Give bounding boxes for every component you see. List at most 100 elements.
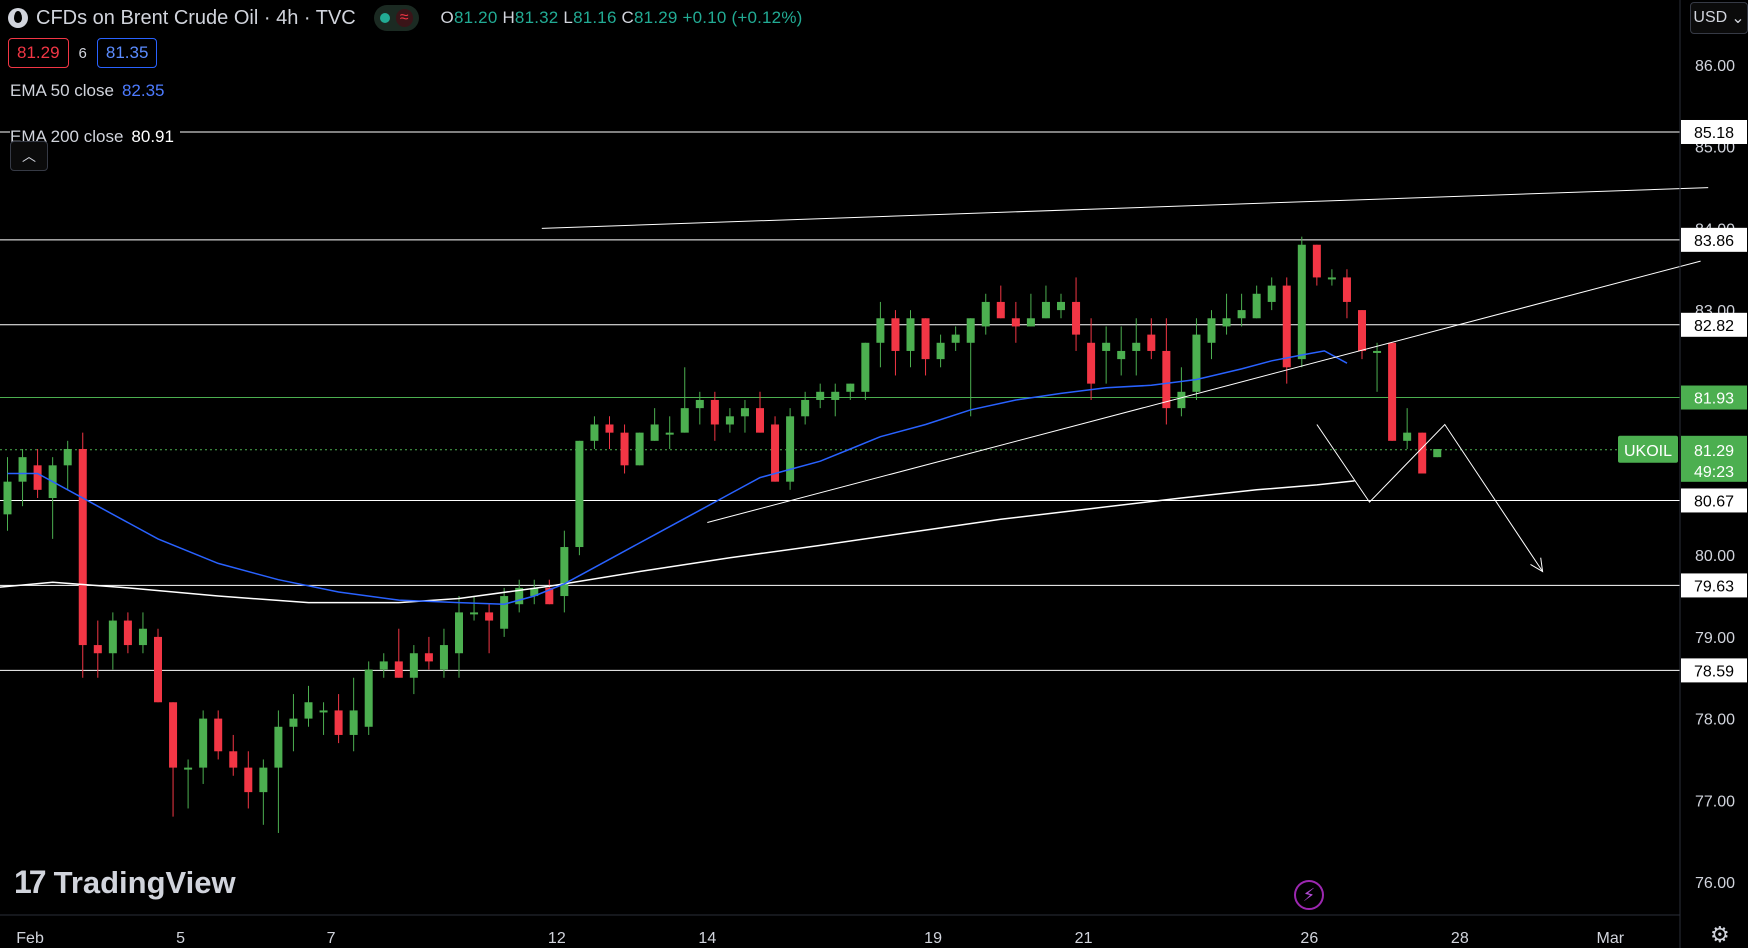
candle-up bbox=[1237, 310, 1246, 319]
candle-up bbox=[786, 416, 795, 482]
candle-up bbox=[1041, 301, 1050, 319]
x-tick-label: 14 bbox=[698, 930, 716, 947]
lightning-icon[interactable]: ⚡ bbox=[1294, 880, 1324, 910]
candle-up bbox=[966, 318, 975, 343]
candle-up bbox=[199, 718, 208, 768]
candle-down bbox=[244, 767, 253, 793]
candle-down bbox=[123, 620, 132, 646]
candle-down bbox=[229, 751, 238, 768]
chevron-down-icon: ⌄ bbox=[1731, 10, 1745, 27]
market-status-pill[interactable]: ≈ bbox=[373, 5, 419, 31]
candle-down bbox=[1388, 342, 1397, 441]
candle-down bbox=[33, 465, 42, 490]
ema50-legend[interactable]: EMA 50 close 82.35 bbox=[10, 81, 165, 100]
x-tick-label: Feb bbox=[16, 930, 44, 947]
candle-up bbox=[1327, 277, 1336, 280]
symbol-title[interactable]: CFDs on Brent Crude Oil · 4h · TVC bbox=[36, 6, 356, 29]
ema200-line bbox=[0, 480, 1355, 604]
market-open-icon bbox=[379, 13, 390, 23]
candle-down bbox=[605, 424, 614, 433]
candle-up bbox=[650, 424, 659, 441]
ohlc-values: O81.20 H81.32 L81.16 C81.29 +0.10 (+0.12… bbox=[440, 8, 803, 27]
x-tick-label: 5 bbox=[176, 930, 185, 947]
candle-up bbox=[876, 318, 885, 343]
candle-down bbox=[1087, 342, 1096, 384]
candle-down bbox=[1282, 285, 1291, 368]
candle-down bbox=[996, 301, 1005, 319]
candle-up bbox=[364, 669, 373, 727]
candle-up bbox=[500, 596, 509, 629]
candle-up bbox=[289, 718, 298, 727]
level-label-box bbox=[1681, 488, 1747, 513]
x-tick-label: 28 bbox=[1451, 930, 1469, 947]
projection-arrowhead bbox=[1530, 557, 1544, 573]
candle-up bbox=[1297, 244, 1306, 360]
candle-up bbox=[560, 547, 569, 597]
candle-up bbox=[470, 612, 479, 615]
candle-up bbox=[530, 587, 539, 597]
candle-up bbox=[816, 391, 825, 400]
candle-up bbox=[108, 620, 117, 654]
candle-up bbox=[725, 416, 734, 425]
candle-up bbox=[515, 587, 524, 605]
current-price-label: 81.29 bbox=[1694, 443, 1734, 460]
level-label-box bbox=[1681, 658, 1747, 683]
candle-up bbox=[846, 383, 855, 392]
candle-up bbox=[138, 628, 147, 646]
y-tick-label: 79.00 bbox=[1695, 630, 1735, 647]
y-tick-label: 78.00 bbox=[1695, 712, 1735, 729]
candle-up bbox=[695, 399, 704, 409]
candle-down bbox=[214, 718, 223, 752]
candle-up bbox=[1433, 448, 1442, 458]
candle-up bbox=[1207, 318, 1216, 343]
sell-button[interactable]: 81.29 bbox=[8, 38, 69, 68]
level-label: 80.67 bbox=[1694, 493, 1734, 510]
candle-up bbox=[1177, 391, 1186, 409]
candle-down bbox=[424, 653, 433, 662]
candle-up bbox=[319, 710, 328, 713]
candle-up bbox=[3, 481, 12, 515]
candle-up bbox=[590, 424, 599, 441]
candle-up bbox=[63, 448, 72, 466]
candle-up bbox=[18, 457, 27, 482]
candle-down bbox=[756, 408, 764, 433]
currency-selector[interactable]: USD ⌄ bbox=[1690, 2, 1748, 34]
wave-icon: ≈ bbox=[395, 9, 413, 27]
tradingview-logo: 17 TradingView bbox=[14, 864, 236, 900]
candle-down bbox=[169, 702, 178, 768]
oil-drop-icon bbox=[8, 8, 28, 28]
level-label: 85.18 bbox=[1694, 125, 1734, 142]
candle-down bbox=[1072, 301, 1081, 335]
x-tick-label: 21 bbox=[1075, 930, 1093, 947]
candle-down bbox=[1418, 432, 1427, 474]
chart-header: CFDs on Brent Crude Oil · 4h · TVC ≈ O81… bbox=[8, 4, 803, 32]
settings-gear-icon[interactable]: ⚙ bbox=[1710, 922, 1730, 947]
moving-averages bbox=[0, 350, 1355, 605]
candle-up bbox=[680, 408, 689, 433]
y-tick-label: 76.00 bbox=[1695, 875, 1735, 892]
candle-up bbox=[665, 432, 674, 435]
candle-down bbox=[710, 399, 719, 425]
candle-up bbox=[1252, 293, 1261, 319]
buy-button[interactable]: 81.35 bbox=[96, 38, 158, 68]
candle-down bbox=[485, 612, 494, 621]
projection-path bbox=[1316, 423, 1544, 572]
candle-up bbox=[951, 334, 960, 343]
collapse-legend-button[interactable]: ︿ bbox=[10, 141, 48, 171]
candle-up bbox=[304, 702, 313, 719]
candle-up bbox=[439, 645, 448, 670]
symbol-tag: UKOIL bbox=[1624, 443, 1672, 460]
horizontal-levels bbox=[0, 131, 1680, 671]
candle-up bbox=[831, 391, 840, 400]
candle-up bbox=[906, 318, 915, 351]
candlesticks bbox=[3, 236, 1442, 833]
candle-up bbox=[259, 767, 268, 793]
candle-up bbox=[1117, 350, 1126, 360]
y-tick-label: 86.00 bbox=[1695, 58, 1735, 75]
candle-down bbox=[1312, 244, 1321, 278]
symbol-tag-box bbox=[1618, 435, 1678, 463]
x-tick-label: 12 bbox=[548, 930, 566, 947]
candle-down bbox=[154, 636, 162, 703]
